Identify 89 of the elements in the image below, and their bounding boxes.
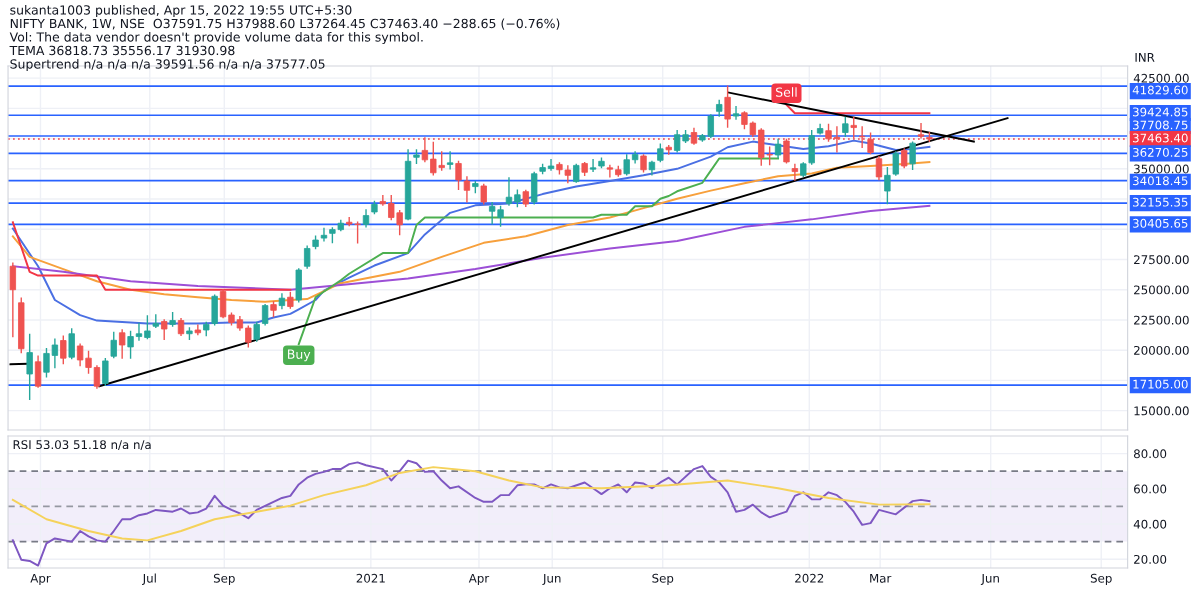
candlestick: [261, 303, 269, 326]
candlestick: [135, 322, 143, 341]
candlestick: [732, 105, 740, 120]
candlestick: [791, 163, 799, 181]
text: TEMA 36818.73 35556.17 31930.98: [9, 45, 235, 56]
x-tick-label: 2021: [356, 573, 385, 583]
candlestick: [547, 159, 555, 171]
y-tick-label: 20000.00: [1134, 345, 1189, 355]
candlestick: [446, 151, 454, 170]
candlestick: [909, 141, 916, 171]
y-tick-label: 15000.00: [1134, 406, 1189, 416]
ref-line-label: 30405.65: [1133, 218, 1188, 228]
y-axis-title: INR: [1135, 53, 1155, 62]
x-tick-label: Sep: [1090, 573, 1112, 585]
ref-line-label: 41829.60: [1132, 85, 1188, 95]
candlestick: [774, 138, 782, 159]
x-tick-label: Sep: [652, 573, 674, 585]
y-tick-label: 27500.00: [1134, 255, 1189, 265]
text: Vol: The data vendor doesn't provide volume data for this symbol.: [9, 32, 423, 45]
candlestick: [480, 183, 487, 205]
x-tick-label: 2022: [795, 573, 824, 583]
candlestick: [245, 325, 252, 348]
candlestick: [505, 177, 513, 206]
candlestick: [144, 315, 151, 340]
candlestick: [884, 166, 891, 205]
candlestick: [26, 333, 33, 401]
y-tick-label: 40.00: [1133, 519, 1167, 529]
ref-line-label: 37463.40: [1133, 133, 1188, 143]
y-tick-label: 80.00: [1134, 449, 1167, 459]
candlestick: [253, 321, 260, 342]
candlestick: [783, 138, 790, 164]
line-series: [11, 139, 931, 325]
y-tick-label: 42500.00: [1133, 73, 1189, 83]
candlestick: [161, 319, 168, 340]
ref-line-label: 36270.25: [1133, 147, 1188, 157]
candlestick: [917, 123, 925, 139]
candlestick: [194, 324, 202, 336]
line-series: [11, 459, 931, 567]
candlestick: [901, 148, 908, 169]
text: sukanta1003 published, Apr 15, 2022 19:55 UTC+5:30: [10, 5, 352, 18]
text: NIFTY BANK, 1W, NSE O37591.75 H37988.60 L37264.45 C37463.40 −288.65 (−0.76%): [10, 18, 560, 30]
y-tick-label: 22500.00: [1134, 315, 1189, 325]
candlestick: [303, 245, 311, 269]
candlestick: [320, 227, 328, 242]
candlestick: [127, 330, 134, 359]
ref-line-label: 17105.00: [1133, 379, 1188, 389]
x-tick-label: Jun: [980, 573, 999, 585]
candlestick: [833, 126, 841, 153]
line-series: [11, 221, 292, 291]
candlestick: [724, 85, 731, 128]
ref-line-label: 37708.75: [1133, 120, 1188, 130]
candlestick: [9, 262, 17, 338]
annotation: Supertrend n/a n/a n/a 39591.56 n/a n/a 37577.05: [10, 59, 325, 72]
candlestick: [118, 329, 126, 359]
line-series: [11, 466, 931, 542]
x-tick-label: Sep: [213, 573, 235, 585]
x-tick-label: Apr: [468, 573, 490, 585]
candlestick: [875, 156, 883, 181]
x-tick-label: Jun: [542, 573, 561, 585]
annotation: RSI 53.03 51.18 n/a n/a: [13, 440, 151, 451]
candlestick: [60, 335, 67, 365]
candlestick: [455, 160, 462, 191]
ref-line-label: 32155.35: [1133, 197, 1188, 207]
y-tick-label: 60.00: [1134, 484, 1167, 494]
x-tick-label: Mar: [870, 573, 892, 583]
y-tick-label: 25000.00: [1134, 285, 1189, 295]
candlestick: [842, 116, 849, 137]
candlestick: [110, 331, 117, 359]
candlestick: [379, 194, 387, 206]
candlestick: [589, 159, 597, 172]
candlestick: [102, 357, 109, 386]
candlestick: [421, 137, 429, 163]
line-series: [11, 204, 931, 291]
annotation: Buy: [288, 349, 311, 362]
candlestick: [68, 328, 75, 360]
x-tick-label: Apr: [30, 573, 51, 585]
x-tick-label: Jul: [142, 573, 156, 585]
candlestick: [623, 154, 630, 176]
annotation: Sell: [776, 87, 797, 97]
ref-line-label: 34018.45: [1133, 176, 1188, 186]
y-tick-label: 35000.00: [1134, 164, 1189, 174]
candlestick: [463, 176, 471, 203]
candlestick: [93, 365, 101, 389]
ref-line-label: 39424.85: [1133, 107, 1188, 117]
candlestick: [867, 132, 874, 155]
candlestick: [892, 151, 899, 176]
candlestick: [606, 164, 614, 178]
candlestick: [850, 116, 857, 139]
y-tick-label: 20.00: [1134, 554, 1167, 564]
